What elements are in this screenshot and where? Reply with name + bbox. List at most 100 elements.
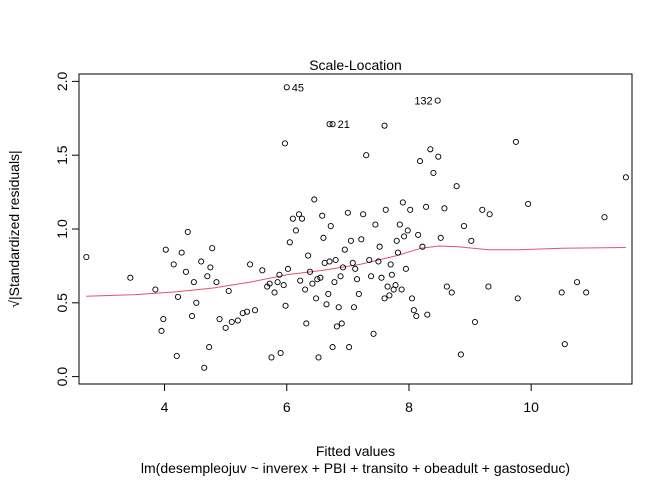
data-point (349, 259, 356, 267)
data-point (209, 245, 216, 252)
data-point (266, 280, 273, 287)
data-point (158, 327, 165, 334)
data-point (415, 231, 422, 238)
data-point (188, 313, 196, 320)
y-tick-label: 0.0 (54, 367, 70, 387)
data-point (375, 258, 382, 265)
data-point (315, 354, 322, 361)
y-axis-label: √|Standardized residuals| (6, 150, 22, 307)
data-point (339, 264, 347, 271)
model-formula-subtitle: lm(desempleojuv ~ inverex + PBI + transi… (141, 460, 570, 476)
data-point (198, 258, 205, 265)
data-point (424, 311, 431, 318)
data-point (174, 293, 182, 300)
data-point (201, 364, 208, 371)
data-point (178, 249, 185, 256)
outlier-point (283, 84, 290, 91)
data-point (460, 222, 468, 230)
data-point (622, 174, 629, 181)
data-point (407, 206, 414, 213)
data-point (410, 307, 417, 314)
data-point (394, 249, 402, 256)
data-point (295, 211, 303, 218)
data-point (170, 261, 177, 268)
data-point (297, 277, 304, 284)
data-point (335, 304, 342, 311)
smooth-line-group (86, 245, 626, 297)
data-point (468, 237, 475, 244)
data-point (305, 252, 312, 259)
x-tick-label: 10 (523, 399, 539, 415)
data-point (368, 273, 375, 280)
data-point (331, 279, 338, 286)
plot-frame (78, 73, 633, 385)
data-point (486, 211, 493, 218)
data-point (173, 352, 180, 360)
data-point (306, 268, 314, 275)
data-point (346, 344, 353, 351)
data-point (601, 214, 608, 221)
data-point (259, 267, 266, 274)
data-point (152, 286, 159, 293)
data-point (298, 215, 306, 222)
data-point (416, 158, 424, 165)
data-point (225, 287, 232, 295)
data-point (423, 203, 430, 210)
data-point (392, 282, 399, 289)
x-tick-label: 6 (283, 399, 291, 415)
data-point (276, 271, 283, 278)
data-point (309, 280, 316, 287)
data-point (182, 268, 189, 275)
data-point (437, 234, 444, 241)
data-point (404, 227, 411, 234)
point-label: 21 (338, 119, 350, 131)
data-point (326, 258, 333, 265)
data-point (355, 290, 362, 298)
data-point (471, 318, 479, 326)
data-point (525, 200, 532, 207)
data-point (206, 344, 213, 351)
data-point (289, 215, 296, 222)
data-point (184, 228, 191, 236)
y-tick-label: 1.5 (54, 145, 70, 165)
data-point (320, 234, 327, 241)
data-point (453, 183, 460, 190)
data-point (190, 279, 197, 286)
data-point (329, 344, 336, 351)
data-point (127, 274, 134, 281)
data-point (378, 274, 385, 281)
points-group (83, 84, 629, 371)
data-point (243, 308, 251, 315)
data-point (302, 286, 309, 293)
smooth-line (86, 245, 626, 297)
data-point (388, 271, 395, 278)
data-point (413, 313, 420, 320)
data-point (419, 243, 426, 250)
data-point (277, 349, 284, 357)
data-point (353, 276, 361, 283)
y-tick-label: 0.5 (54, 293, 70, 313)
point-label: 132 (414, 96, 432, 108)
data-point (402, 265, 409, 272)
data-point (162, 246, 169, 253)
data-point (222, 324, 229, 331)
y-tick-label: 1.0 (54, 219, 70, 239)
data-point (398, 286, 405, 293)
data-point (382, 206, 389, 213)
data-point (408, 295, 416, 302)
data-point (280, 282, 287, 289)
data-point (370, 330, 377, 337)
data-point (479, 206, 486, 213)
x-tick-label: 8 (405, 399, 413, 415)
data-point (363, 152, 370, 159)
y-axis: 0.0 0.5 1.0 1.5 2.0 (54, 71, 80, 387)
data-point (393, 237, 400, 244)
data-point (337, 273, 344, 280)
data-point (583, 289, 590, 296)
data-point (319, 212, 326, 219)
x-tick-label: 4 (161, 399, 169, 415)
data-point (443, 283, 450, 290)
data-point (558, 289, 565, 296)
data-point (386, 292, 393, 299)
